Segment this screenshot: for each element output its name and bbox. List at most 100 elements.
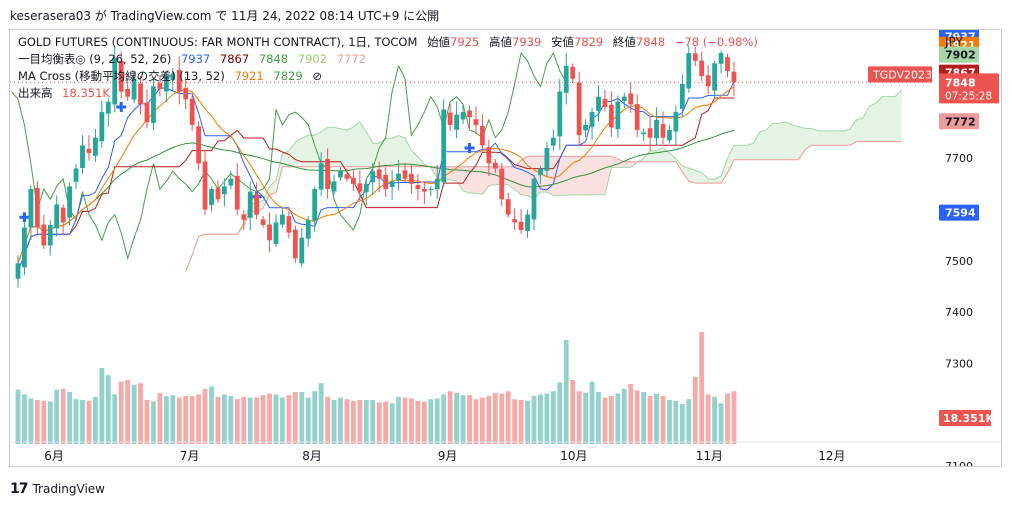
volume-bar <box>151 401 156 444</box>
cloud-segment <box>269 180 276 195</box>
candle-body <box>473 119 479 125</box>
volume-bar <box>492 392 498 444</box>
volume-bar <box>434 398 440 444</box>
senkou-a-tag: 7902 <box>945 49 976 62</box>
cloud-segment <box>792 124 799 160</box>
candle-body <box>518 221 524 231</box>
candle-body <box>41 224 47 246</box>
volume-bar <box>583 392 588 444</box>
cloud-segment <box>372 143 380 167</box>
volume-bar <box>447 391 453 444</box>
cloud-segment <box>559 156 567 196</box>
candle-body <box>299 237 305 264</box>
candle-body <box>260 219 266 225</box>
candle-body <box>325 158 330 190</box>
candle-body <box>705 75 711 87</box>
candle-body <box>157 82 163 89</box>
candle-body <box>99 112 105 142</box>
chart-svg[interactable]: 7100720073007400750076007700793779217902… <box>10 28 1001 473</box>
candle-body <box>357 183 363 192</box>
chart-pane[interactable]: 7100720073007400750076007700793779217902… <box>9 28 1002 473</box>
symbol-legend-row[interactable]: GOLD FUTURES (CONTINUOUS: FAR MONTH CONT… <box>18 34 758 51</box>
volume-legend-row[interactable]: 出来高 18.351K <box>18 85 758 102</box>
candle-body <box>505 199 511 215</box>
candle-body <box>228 178 234 186</box>
footer[interactable]: 17 TradingView <box>10 481 105 497</box>
month-label: 10月 <box>560 449 587 463</box>
volume-bar <box>357 400 363 444</box>
price-axis[interactable]: 7100720073007400750076007700793779217902… <box>868 28 999 473</box>
symbol-tag: TGDV2023 <box>872 68 932 81</box>
volume-bar <box>415 400 421 444</box>
high-label: 高値 <box>489 35 512 49</box>
volume-tag: 18.351K <box>943 412 994 425</box>
candle-body <box>344 174 350 179</box>
cloud-segment <box>604 156 612 195</box>
cloud-segment <box>392 135 399 167</box>
candle-body <box>421 188 427 192</box>
volume-bar <box>60 388 66 444</box>
volume-bar <box>267 393 272 444</box>
price-tick-label: 7400 <box>945 306 973 319</box>
volume-name: 出来高 <box>18 86 53 100</box>
candle-body <box>196 126 201 164</box>
volume-bar <box>460 395 466 444</box>
volume-bar <box>441 394 447 444</box>
brand-name[interactable]: TradingView <box>32 482 105 496</box>
candle-body <box>131 78 137 100</box>
cloud-segment <box>308 135 315 167</box>
volume-bar <box>370 400 376 444</box>
candle-body <box>576 82 582 136</box>
volume-bar <box>505 391 511 444</box>
cloud-segment <box>875 96 883 142</box>
low-label: 安値 <box>550 35 574 49</box>
candle-body <box>512 219 518 223</box>
cloud-segment <box>669 153 676 162</box>
candle-body <box>454 114 459 130</box>
candle-body <box>499 168 505 200</box>
senkou-b-tag-bg <box>939 113 979 130</box>
month-label: 8月 <box>302 449 322 463</box>
volume-bar <box>318 383 324 444</box>
volume-bar <box>634 390 640 444</box>
volume-bar <box>292 392 298 444</box>
volume-bar <box>138 383 143 444</box>
tenkan-line <box>17 81 735 272</box>
volume-bar <box>525 400 530 444</box>
visibility-icon[interactable]: ⊘ <box>312 69 322 83</box>
volume-bar <box>363 400 369 444</box>
candle-body <box>67 186 72 218</box>
cloud-segment <box>585 156 593 196</box>
chikou-value: 7848 <box>258 52 289 66</box>
published-info: keserasera03 が TradingView.com で 11月 24,… <box>10 9 440 23</box>
tradingview-logo-icon[interactable]: 17 <box>10 481 29 497</box>
volume-bar <box>202 388 208 444</box>
volume-bar <box>41 400 47 444</box>
volume-bar <box>312 391 318 444</box>
candlesticks <box>15 45 737 288</box>
candle-body <box>486 147 492 164</box>
volume-tag-bg <box>939 410 991 426</box>
candle-body <box>434 178 440 190</box>
cloud-segment <box>779 121 786 160</box>
volume-bar <box>557 382 563 444</box>
ma-name: MA Cross (移動平均線の交差) (13, 52) <box>18 69 225 83</box>
candle-body <box>692 53 698 61</box>
time-axis[interactable]: 6月 7月 8月 9月 10月 11月 12月 <box>10 441 1001 463</box>
candle-body <box>151 86 156 123</box>
volume-bar <box>170 395 176 444</box>
cloud-segment <box>572 156 580 196</box>
cloud-segment <box>824 130 831 146</box>
ichimoku-legend-row[interactable]: 一目均衡表◎ (9, 26, 52, 26) 7937 7867 7848 79… <box>18 51 758 68</box>
candle-body <box>331 181 337 192</box>
ma-legend-row[interactable]: MA Cross (移動平均線の交差) (13, 52) 7921 7829 ⊘ <box>18 68 758 85</box>
kijun-value: 7867 <box>219 52 250 66</box>
candle-body <box>247 191 253 218</box>
month-label: 9月 <box>438 449 458 463</box>
candle-body <box>396 173 401 181</box>
cloud-segment <box>888 96 896 142</box>
candle-body <box>415 184 421 190</box>
volume-bar <box>576 391 582 444</box>
candle-body <box>312 189 318 221</box>
volume-bar <box>396 396 401 444</box>
